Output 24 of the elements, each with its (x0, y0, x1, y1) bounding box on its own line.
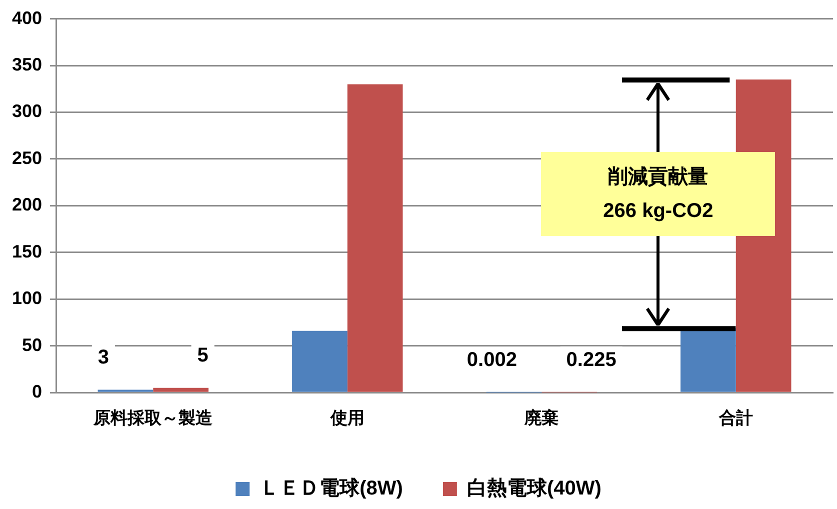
bar (347, 84, 403, 392)
data-label: 0.002 (466, 349, 517, 372)
bar (680, 328, 736, 392)
y-tick-label: 0 (32, 382, 42, 402)
y-tick-label: 100 (12, 288, 42, 308)
legend-label: ＬＥＤ電球(8W) (260, 478, 403, 500)
y-tick-label: 250 (12, 148, 42, 168)
x-tick-label: 使用 (329, 408, 364, 428)
bar (292, 330, 348, 392)
x-tick-label: 廃棄 (524, 408, 559, 428)
x-tick-label: 原料採取～製造 (92, 408, 213, 428)
y-tick-label: 150 (12, 241, 42, 262)
legend-label: 白熱電球(40W) (466, 478, 602, 500)
y-tick-label: 50 (22, 334, 42, 355)
data-label: 3 (98, 346, 110, 368)
y-tick-label: 300 (12, 101, 42, 122)
x-tick-label: 合計 (718, 408, 753, 428)
y-tick-label: 350 (12, 54, 42, 74)
callout-box: 削減貢献量 266 kg-CO2 (541, 152, 776, 236)
data-label: 0.225 (566, 348, 616, 371)
bar (153, 388, 209, 392)
y-tick-label: 200 (12, 194, 42, 215)
data-label: 5 (197, 344, 208, 366)
y-tick-label: 400 (12, 8, 42, 28)
